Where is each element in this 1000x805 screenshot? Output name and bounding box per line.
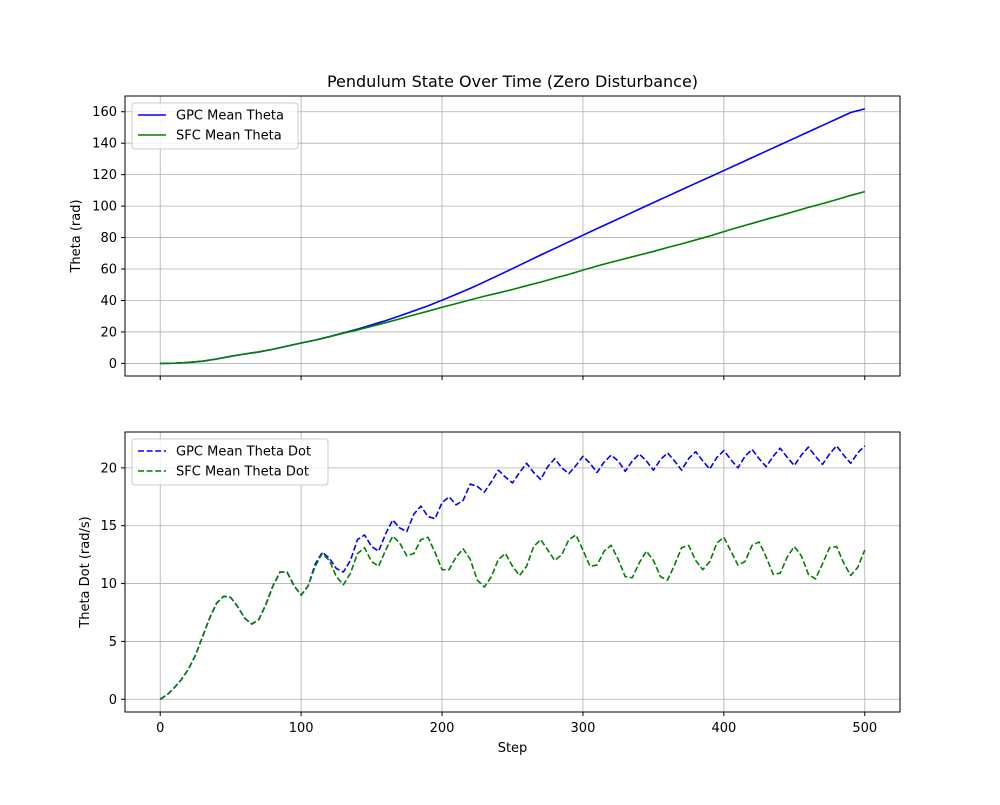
y-tick-label: 120	[92, 168, 117, 183]
bottom-panel-theta-dot: 0 100 200 300 400 500 0 5 10 15 20 Theta Dot (rad/s…	[78, 431, 901, 756]
y-tick-label: 160	[92, 105, 117, 120]
axes-frame	[124, 95, 901, 377]
top-panel-theta: 0 20 40 60 80 100 120 140 160 Theta (rad) GPC Mean…	[69, 95, 901, 380]
series-line-sfc-mean-theta	[160, 190, 865, 365]
y-tick-label: 0	[109, 693, 117, 708]
y-tick-label: 140	[92, 137, 117, 152]
y-tick-label: 60	[100, 263, 117, 278]
axes-frame	[124, 431, 901, 713]
y-tick-label: 15	[100, 519, 117, 534]
y-tick-label: 40	[100, 294, 117, 309]
x-tick-label: 500	[852, 721, 877, 736]
x-tick-label: 300	[571, 721, 596, 736]
x-tick-label: 200	[430, 721, 455, 736]
x-axis-label: Step	[498, 741, 528, 756]
x-tick-label: 100	[289, 721, 314, 736]
legend-label: GPC Mean Theta	[176, 109, 284, 124]
y-tick-label: 80	[100, 231, 117, 246]
y-tick-label: 10	[100, 577, 117, 592]
y-tick-label: 0	[109, 357, 117, 372]
legend-box	[131, 102, 299, 150]
legend-label: SFC Mean Theta	[176, 129, 282, 144]
x-tick-label: 400	[711, 721, 736, 736]
x-tick-label: 0	[156, 721, 164, 736]
chart-title: Pendulum State Over Time (Zero Disturban…	[327, 72, 698, 91]
series-line-sfc-mean-theta-dot	[159, 534, 866, 700]
y-tick-label: 20	[100, 461, 117, 476]
y-axis-label: Theta Dot (rad/s)	[78, 516, 93, 628]
legend-label: SFC Mean Theta Dot	[176, 465, 309, 480]
y-tick-label: 100	[92, 200, 117, 215]
legend-label: GPC Mean Theta Dot	[176, 445, 311, 460]
y-tick-label: 20	[100, 325, 117, 340]
y-axis-label: Theta (rad)	[69, 199, 84, 273]
y-tick-label: 5	[109, 635, 117, 650]
legend-box	[131, 438, 329, 486]
